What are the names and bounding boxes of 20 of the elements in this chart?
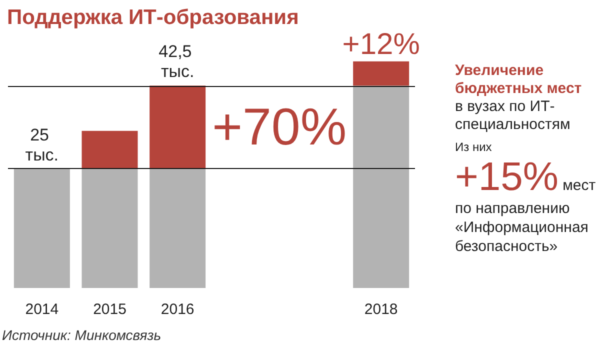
bar [82,130,138,169]
annotation: +70% [212,98,347,156]
bar [150,86,206,169]
bar [353,86,410,288]
annotation: +12% [342,28,420,61]
text: в вузах по ИТ-специальностям [455,98,572,134]
text: Увеличение бюджетных мест [455,62,583,98]
x-tick-label: 2015 [93,301,126,318]
x-tick-label: 2018 [364,301,398,318]
bar [14,169,70,288]
text: Источник: Минкомсвязь [2,327,162,343]
text: Из них [455,140,493,155]
bar [82,169,138,288]
bar [353,61,410,86]
chart-title: Поддержка ИТ-образования [7,6,299,29]
x-tick-label: 2016 [160,301,194,318]
annotation: 25 тыс. [25,126,59,164]
x-tick-label: 2014 [25,301,59,318]
annotation: 42,5 тыс. [158,42,196,82]
bar [150,169,206,288]
